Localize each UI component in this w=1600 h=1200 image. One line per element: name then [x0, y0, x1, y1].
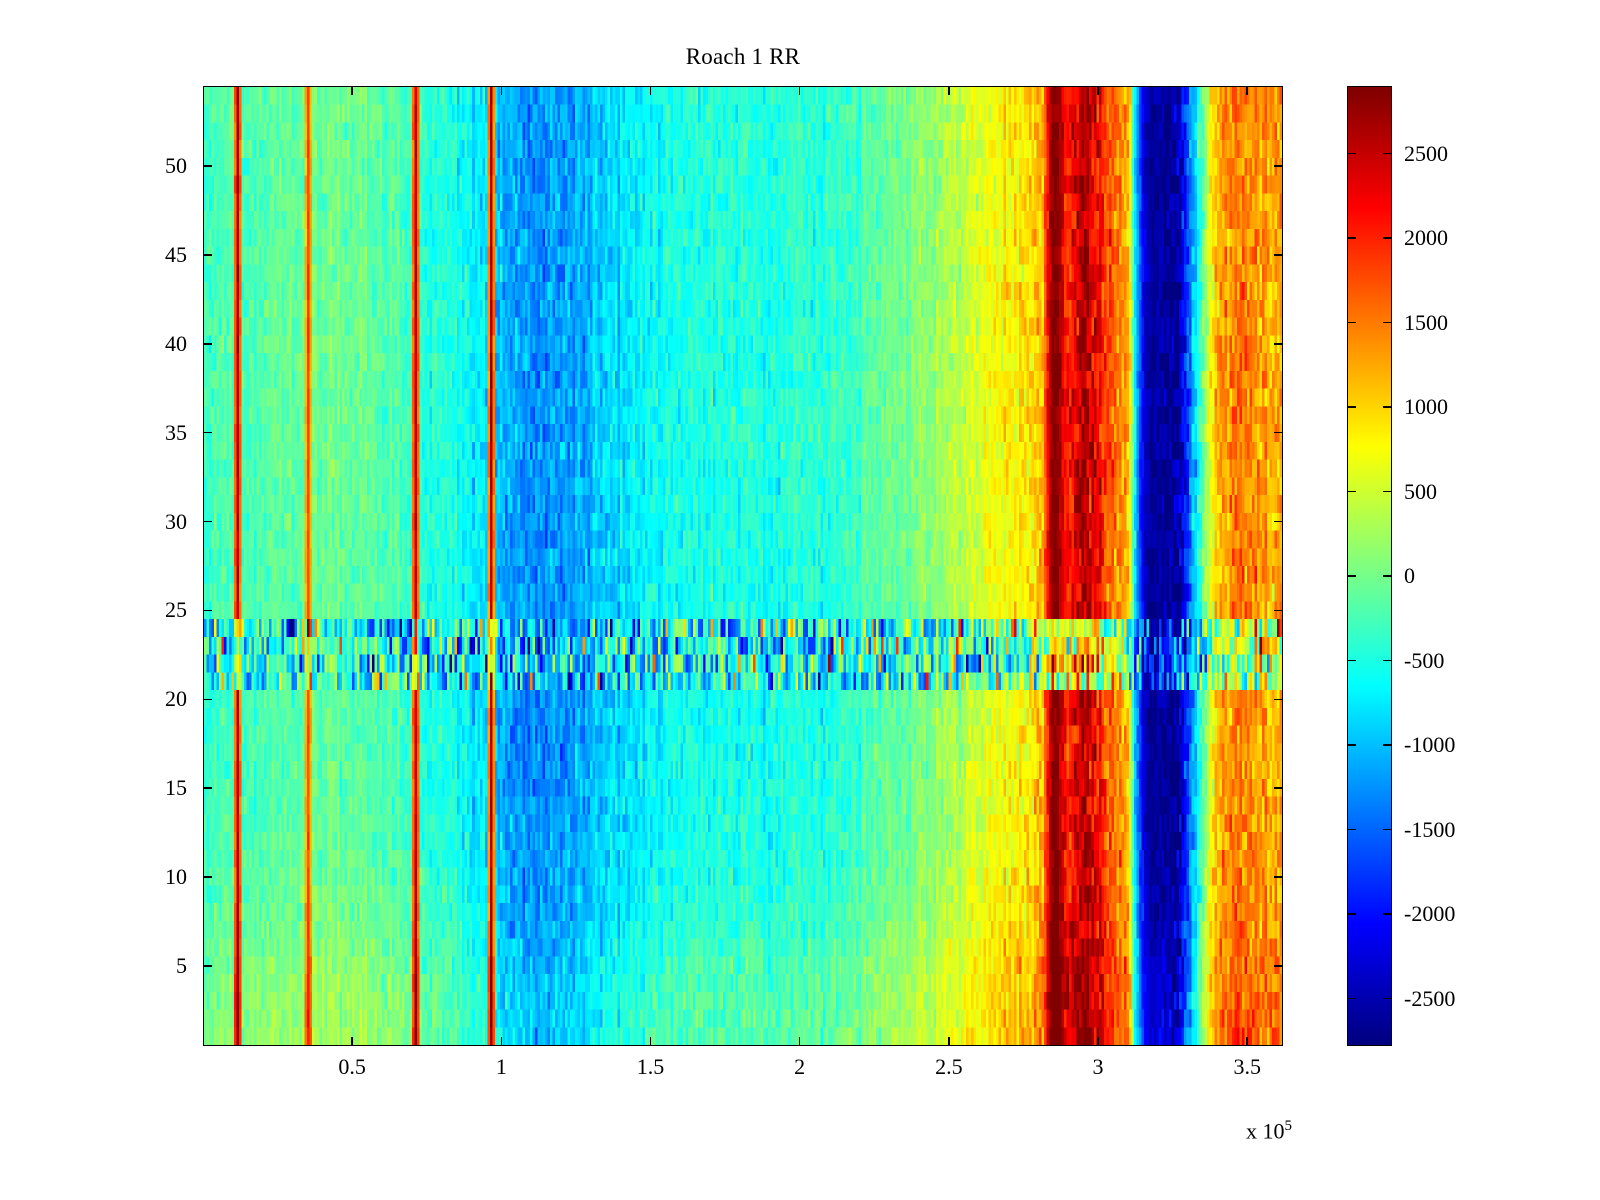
y-tick-right-10 — [1274, 876, 1283, 878]
y-tick-label-5: 5 — [176, 953, 187, 978]
heatmap-axes[interactable] — [203, 86, 1283, 1046]
y-tick-50 — [203, 165, 212, 167]
x-tick-3.5 — [1246, 1037, 1248, 1046]
colorbar-label--500: -500 — [1404, 647, 1445, 673]
colorbar-label-2500: 2500 — [1404, 140, 1448, 166]
x-tick-top-2.5 — [948, 86, 950, 95]
x-tick-0.5 — [351, 1037, 353, 1046]
colorbar-tick-right-2000 — [1383, 237, 1392, 239]
colorbar-label-500: 500 — [1404, 478, 1437, 504]
colorbar-tick-right--1500 — [1383, 828, 1392, 831]
colorbar-tick-right-500 — [1383, 490, 1392, 493]
y-tick-label-10: 10 — [165, 864, 187, 890]
colorbar-tick-right--2000 — [1383, 913, 1392, 915]
x-tick-label-3.5: 3.5 — [1233, 1054, 1261, 1079]
y-tick-right-45 — [1274, 254, 1283, 256]
y-tick-5 — [203, 965, 212, 967]
colorbar-tick-right-2500 — [1383, 152, 1392, 155]
colorbar-label--2000: -2000 — [1404, 901, 1456, 927]
y-tick-label-45: 45 — [165, 241, 187, 267]
y-tick-right-25 — [1274, 609, 1283, 612]
y-tick-label-30: 30 — [165, 508, 187, 534]
x-tick-3 — [1097, 1037, 1099, 1046]
x-tick-top-3 — [1097, 86, 1099, 95]
y-tick-right-5 — [1274, 965, 1283, 967]
colorbar-tick-500 — [1347, 490, 1356, 493]
colorbar-tick-right--2500 — [1383, 997, 1392, 1000]
x-tick-1.5 — [649, 1037, 652, 1046]
y-tick-label-20: 20 — [165, 686, 187, 712]
y-tick-20 — [203, 698, 212, 701]
y-tick-label-15: 15 — [165, 775, 187, 801]
y-tick-label-40: 40 — [165, 330, 187, 356]
y-tick-40 — [203, 343, 212, 345]
colorbar-tick--1500 — [1347, 828, 1356, 831]
y-tick-10 — [203, 876, 212, 878]
colorbar-tick-1000 — [1347, 406, 1356, 408]
y-tick-label-50: 50 — [165, 153, 187, 178]
heatmap-image — [204, 87, 1282, 1045]
colorbar-tick-0 — [1347, 575, 1356, 577]
x-tick-top-0.5 — [351, 86, 353, 95]
x-tick-top-2 — [798, 86, 801, 95]
colorbar-tick-1500 — [1347, 321, 1356, 324]
y-tick-15 — [203, 787, 212, 789]
colorbar-tick-2000 — [1347, 237, 1356, 239]
colorbar-tick--500 — [1347, 659, 1356, 662]
colorbar-tick--1000 — [1347, 744, 1356, 746]
x-axis-exponent-base: x 10 — [1246, 1118, 1285, 1144]
colorbar-label-1000: 1000 — [1404, 394, 1448, 420]
colorbar-label--1500: -1500 — [1404, 816, 1456, 842]
x-tick-label-2: 2 — [794, 1054, 806, 1079]
x-axis-exponent: x 105 — [1246, 1118, 1292, 1144]
colorbar-tick--2500 — [1347, 997, 1356, 1000]
y-tick-right-15 — [1274, 787, 1283, 789]
x-tick-label-0.5: 0.5 — [338, 1054, 366, 1079]
x-tick-label-3: 3 — [1092, 1054, 1104, 1079]
x-tick-top-1 — [500, 86, 503, 95]
x-tick-label-1: 1 — [495, 1054, 507, 1079]
y-tick-right-20 — [1274, 698, 1283, 701]
y-tick-right-30 — [1274, 520, 1283, 523]
colorbar-tick-right-1500 — [1383, 321, 1392, 324]
colorbar-tick-right--500 — [1383, 659, 1392, 662]
y-tick-45 — [203, 254, 212, 256]
y-tick-right-35 — [1274, 431, 1283, 434]
x-tick-2 — [798, 1037, 801, 1046]
y-tick-label-25: 25 — [165, 597, 187, 623]
x-tick-label-2.5: 2.5 — [935, 1054, 963, 1079]
chart-title: Roach 1 RR — [685, 44, 801, 69]
y-tick-right-50 — [1274, 165, 1283, 167]
colorbar-label-2000: 2000 — [1404, 225, 1448, 251]
x-tick-label-1.5: 1.5 — [636, 1054, 665, 1079]
x-tick-1 — [500, 1037, 503, 1046]
colorbar-label-1500: 1500 — [1404, 309, 1448, 335]
y-tick-30 — [203, 520, 212, 523]
colorbar-tick--2000 — [1347, 913, 1356, 915]
y-tick-label-35: 35 — [165, 419, 187, 445]
colorbar-tick-2500 — [1347, 152, 1356, 155]
colorbar-tick-right-0 — [1383, 575, 1392, 577]
y-tick-right-40 — [1274, 343, 1283, 345]
x-tick-top-1.5 — [649, 86, 652, 95]
colorbar-tick-right-1000 — [1383, 406, 1392, 408]
colorbar[interactable] — [1347, 86, 1392, 1046]
colorbar-label--2500: -2500 — [1404, 985, 1456, 1011]
x-tick-top-3.5 — [1246, 86, 1248, 95]
colorbar-label-0: 0 — [1404, 563, 1415, 589]
colorbar-tick-right--1000 — [1383, 744, 1392, 746]
y-tick-25 — [203, 609, 212, 612]
x-axis-exponent-power: 5 — [1284, 1118, 1293, 1134]
x-tick-2.5 — [948, 1037, 950, 1046]
y-tick-35 — [203, 431, 212, 434]
colorbar-label--1000: -1000 — [1404, 732, 1456, 758]
